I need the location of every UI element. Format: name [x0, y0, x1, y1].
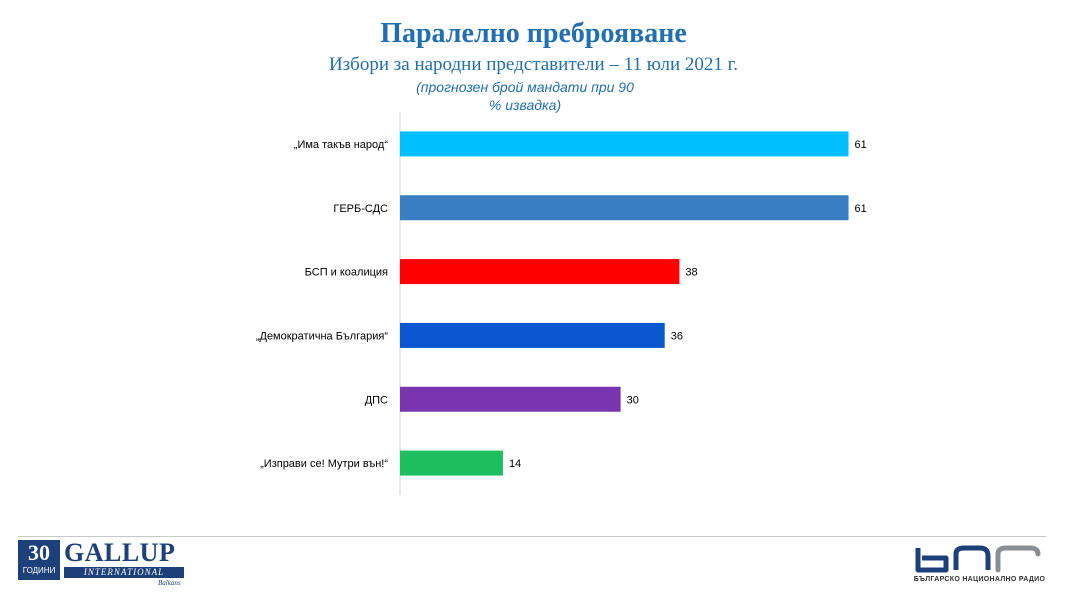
footer-divider [18, 536, 1046, 537]
chart-note: (прогнозен брой мандати при 90 % извадка… [400, 78, 650, 114]
category-label-2: БСП и коалиция [305, 267, 388, 279]
category-label-5: „Изправи се! Мутри вън!“ [260, 458, 388, 470]
bnr-logo-mark-icon [915, 545, 1041, 573]
gallup-international: INTERNATIONAL [64, 567, 184, 578]
gallup-anniversary-badge: 30 ГОДИНИ [18, 540, 60, 580]
chart-note-line-1: (прогнозен брой мандати при 90 [416, 79, 634, 95]
value-label-2: 38 [685, 267, 697, 279]
value-label-3: 36 [671, 330, 683, 342]
bar-0 [400, 131, 849, 157]
value-label-4: 30 [627, 394, 639, 406]
gallup-balkans: Balkans [158, 579, 181, 587]
gallup-name: GALLUP [64, 538, 176, 567]
chart-title: Паралелно преброяване [380, 18, 687, 49]
bnr-logo: БЪЛГАРСКО НАЦИОНАЛНО РАДИО [912, 540, 1047, 592]
value-label-1: 61 [855, 203, 867, 215]
category-label-3: „Демократична България“ [256, 330, 388, 342]
value-label-5: 14 [509, 458, 521, 470]
category-label-0: „Има такъв народ“ [294, 139, 389, 151]
category-label-4: ДПС [365, 394, 388, 406]
category-label-1: ГЕРБ-СДС [333, 203, 388, 215]
bar-2 [400, 259, 680, 285]
bar-1 [400, 195, 849, 221]
gallup-number: 30 [28, 540, 50, 565]
gallup-years: ГОДИНИ [22, 566, 56, 575]
bar-4 [400, 386, 621, 412]
gallup-logo: 30 ГОДИНИ GALLUP INTERNATIONAL Balkans [18, 540, 188, 590]
chart-note-line-2: % извадка) [488, 97, 562, 113]
bar-5 [400, 450, 503, 476]
value-label-0: 61 [855, 139, 867, 151]
bar-3 [400, 322, 665, 348]
bnr-caption: БЪЛГАРСКО НАЦИОНАЛНО РАДИО [913, 576, 1046, 583]
chart-subtitle: Избори за народни представители – 11 юли… [328, 54, 739, 75]
